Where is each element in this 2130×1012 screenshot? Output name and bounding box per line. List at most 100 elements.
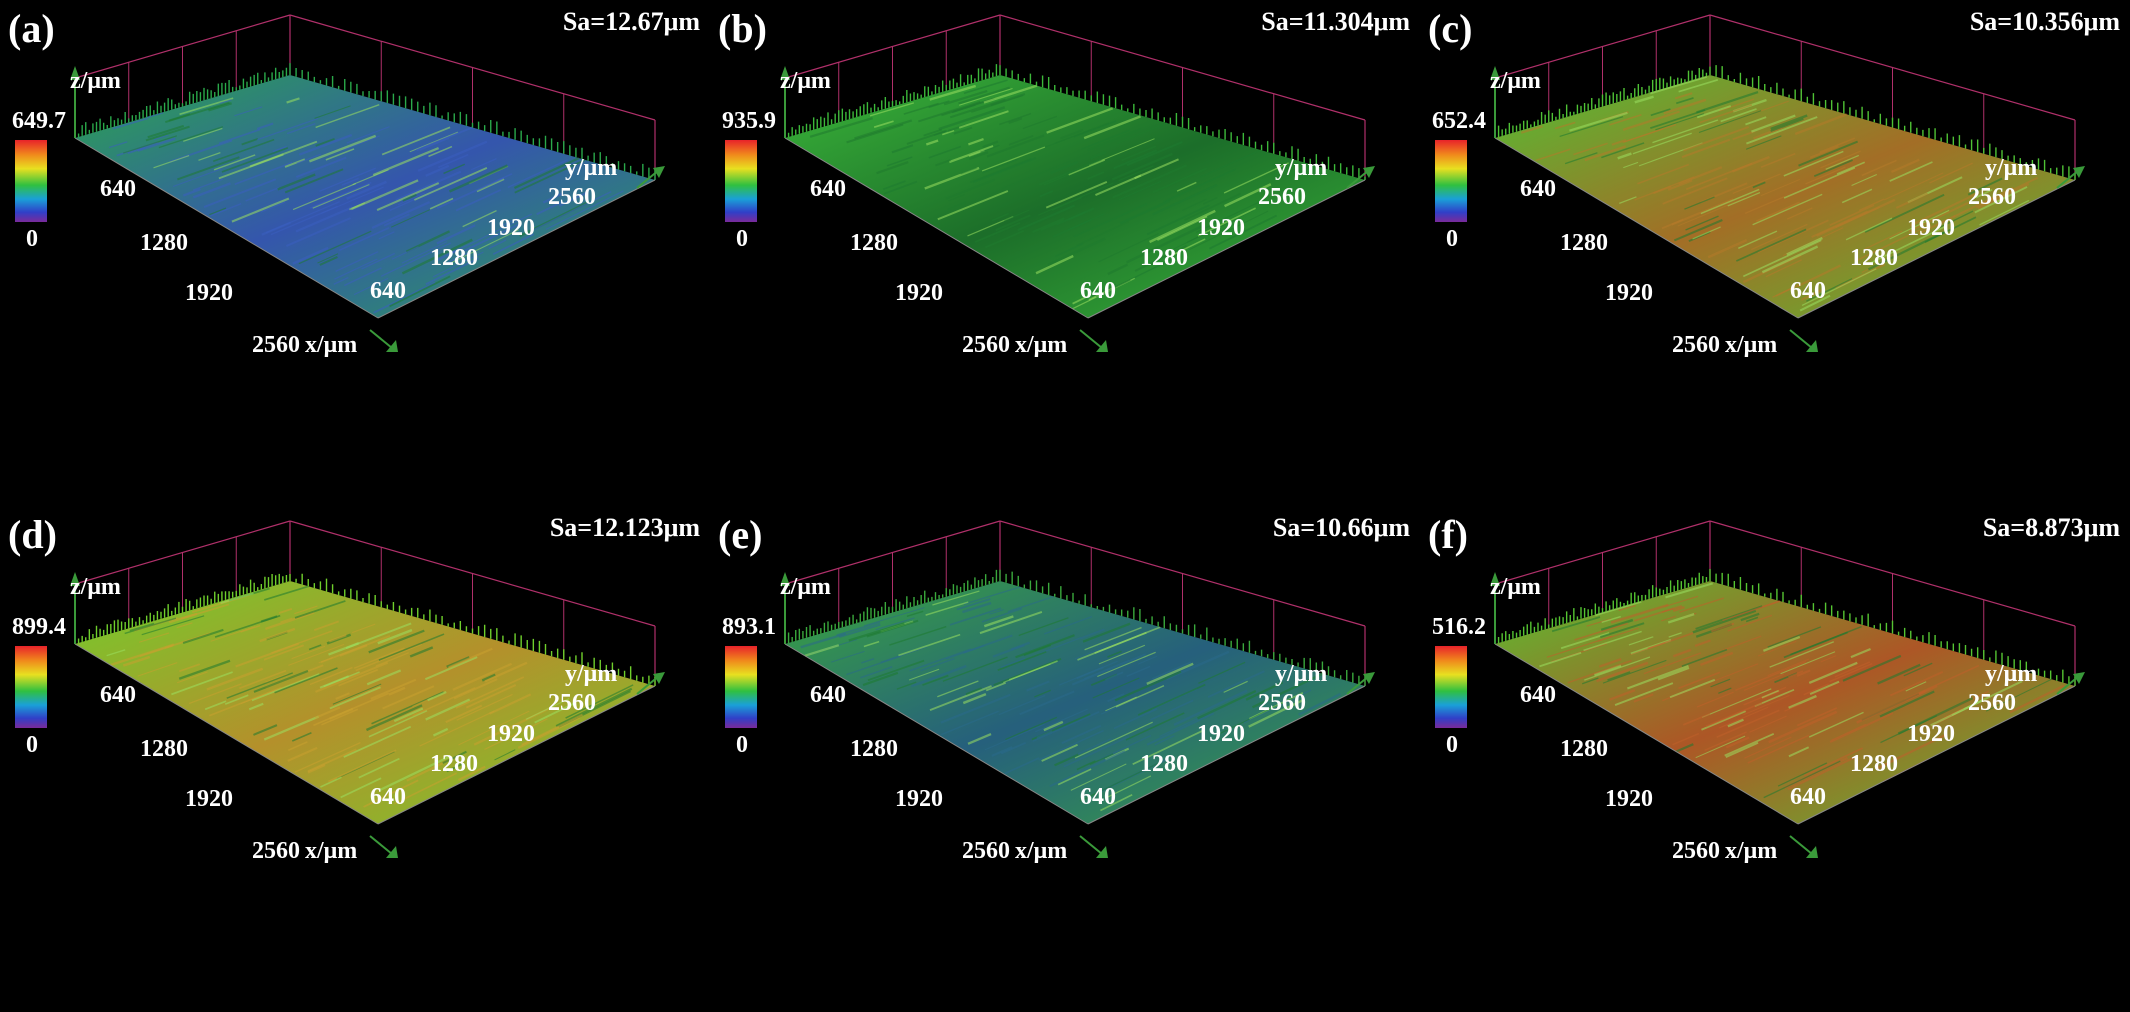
y-axis-line (377, 685, 656, 825)
roughness-sa: Sa=10.66μm (1273, 513, 1411, 542)
x-tick-label: 1920 (1605, 786, 1653, 812)
surface-texture (106, 585, 634, 808)
x-tick-label: 2560 (962, 838, 1010, 864)
surface-topography (75, 75, 655, 318)
colorbar-min: 0 (1446, 226, 1458, 252)
panel-label: (f) (1428, 512, 1468, 557)
roughness-sa: Sa=12.67μm (563, 7, 701, 36)
y-axis-line (1797, 685, 2076, 825)
x-axis-line (784, 643, 1089, 825)
z-arrow-head-icon (780, 572, 790, 586)
y-tick-label: 640 (1080, 278, 1116, 304)
y-tick-label: 1920 (1197, 215, 1245, 241)
y-axis-label: y/μm (565, 155, 617, 181)
y-arrow-head-icon (653, 166, 665, 178)
colorbar-max: 652.4 (1432, 108, 1486, 134)
roughness-sa: Sa=12.123μm (550, 513, 701, 542)
y-axis-arrow (636, 675, 660, 695)
y-tick-label: 1280 (1850, 245, 1898, 271)
z-axis-label: z/μm (70, 574, 121, 600)
x-tick-label: 640 (100, 682, 136, 708)
y-axis-label: y/μm (1985, 661, 2037, 687)
x-axis-label: x/μm (305, 838, 357, 864)
y-tick-label: 1280 (430, 751, 478, 777)
x-tick-label: 640 (810, 682, 846, 708)
colorbar-min: 0 (1446, 732, 1458, 758)
z-arrow-head-icon (70, 572, 80, 586)
y-tick-label: 2560 (1258, 690, 1306, 716)
roughness-sa: Sa=10.356μm (1970, 7, 2121, 36)
colorbar (725, 646, 757, 728)
colorbar-min: 0 (736, 732, 748, 758)
colorbar-min: 0 (26, 732, 38, 758)
z-arrow-head-icon (780, 66, 790, 80)
colorbar-min: 0 (26, 226, 38, 252)
panel-d: (d) Sa=12.123μm z/μm 899.4 0 y/μm x/μm 640 1280 1… (0, 506, 710, 1012)
colorbar-max: 935.9 (722, 108, 776, 134)
panel-label: (a) (8, 6, 55, 51)
y-tick-label: 2560 (1968, 184, 2016, 210)
x-axis-arrow (369, 329, 393, 349)
x-axis-line (1494, 643, 1799, 825)
x-axis-line (74, 137, 379, 319)
y-axis-line (1087, 685, 1366, 825)
x-axis-arrow (1079, 329, 1103, 349)
y-axis-arrow (636, 169, 660, 189)
y-axis-arrow (1346, 675, 1370, 695)
x-tick-label: 640 (100, 176, 136, 202)
panel-b: (b) Sa=11.304μm z/μm 935.9 0 y/μm x/μm 640 1280 1… (710, 0, 1420, 506)
z-arrow-head-icon (70, 66, 80, 80)
y-tick-label: 1920 (1907, 215, 1955, 241)
y-axis-line (1087, 179, 1366, 319)
z-arrow-head-icon (1490, 66, 1500, 80)
z-axis-label: z/μm (780, 68, 831, 94)
colorbar-max: 899.4 (12, 614, 66, 640)
x-axis-arrow (1789, 835, 1813, 855)
colorbar-max: 893.1 (722, 614, 776, 640)
surface-texture (809, 79, 1289, 310)
x-axis-label: x/μm (1015, 332, 1067, 358)
x-arrow-head-icon (1806, 846, 1818, 858)
colorbar (1435, 646, 1467, 728)
y-tick-label: 640 (370, 784, 406, 810)
x-tick-label: 2560 (252, 332, 300, 358)
x-arrow-head-icon (386, 340, 398, 352)
y-arrow-head-icon (1363, 672, 1375, 684)
y-tick-label: 2560 (548, 690, 596, 716)
y-tick-label: 2560 (1968, 690, 2016, 716)
panel-f: (f) Sa=8.873μm z/μm 516.2 0 y/μm x/μm 640 1280 19… (1420, 506, 2130, 1012)
x-axis-label: x/μm (305, 332, 357, 358)
colorbar-min: 0 (736, 226, 748, 252)
panel-c: (c) Sa=10.356μm z/μm 652.4 0 y/μm x/μm 640 1280 1… (1420, 0, 2130, 506)
x-arrow-head-icon (1096, 846, 1108, 858)
y-axis-label: y/μm (1985, 155, 2037, 181)
x-arrow-head-icon (386, 846, 398, 858)
y-tick-label: 1280 (1140, 245, 1188, 271)
x-arrow-head-icon (1096, 340, 1108, 352)
x-tick-label: 1920 (895, 280, 943, 306)
z-arrow-head-icon (1490, 572, 1500, 586)
colorbar (725, 140, 757, 222)
x-tick-label: 1280 (850, 230, 898, 256)
y-tick-label: 1280 (1140, 751, 1188, 777)
x-tick-label: 1280 (1560, 230, 1608, 256)
y-tick-label: 640 (1790, 278, 1826, 304)
x-tick-label: 1920 (895, 786, 943, 812)
x-tick-label: 1280 (850, 736, 898, 762)
x-tick-label: 1280 (140, 230, 188, 256)
x-axis-label: x/μm (1015, 838, 1067, 864)
x-axis-arrow (369, 835, 393, 855)
panel-e: (e) Sa=10.66μm z/μm 893.1 0 y/μm x/μm 640 1280 19… (710, 506, 1420, 1012)
roughness-sa: Sa=11.304μm (1261, 7, 1410, 36)
x-axis-line (784, 137, 1089, 319)
surface-topography (1495, 75, 2075, 318)
z-axis-label: z/μm (1490, 574, 1541, 600)
y-tick-label: 640 (370, 278, 406, 304)
y-tick-label: 1920 (487, 215, 535, 241)
